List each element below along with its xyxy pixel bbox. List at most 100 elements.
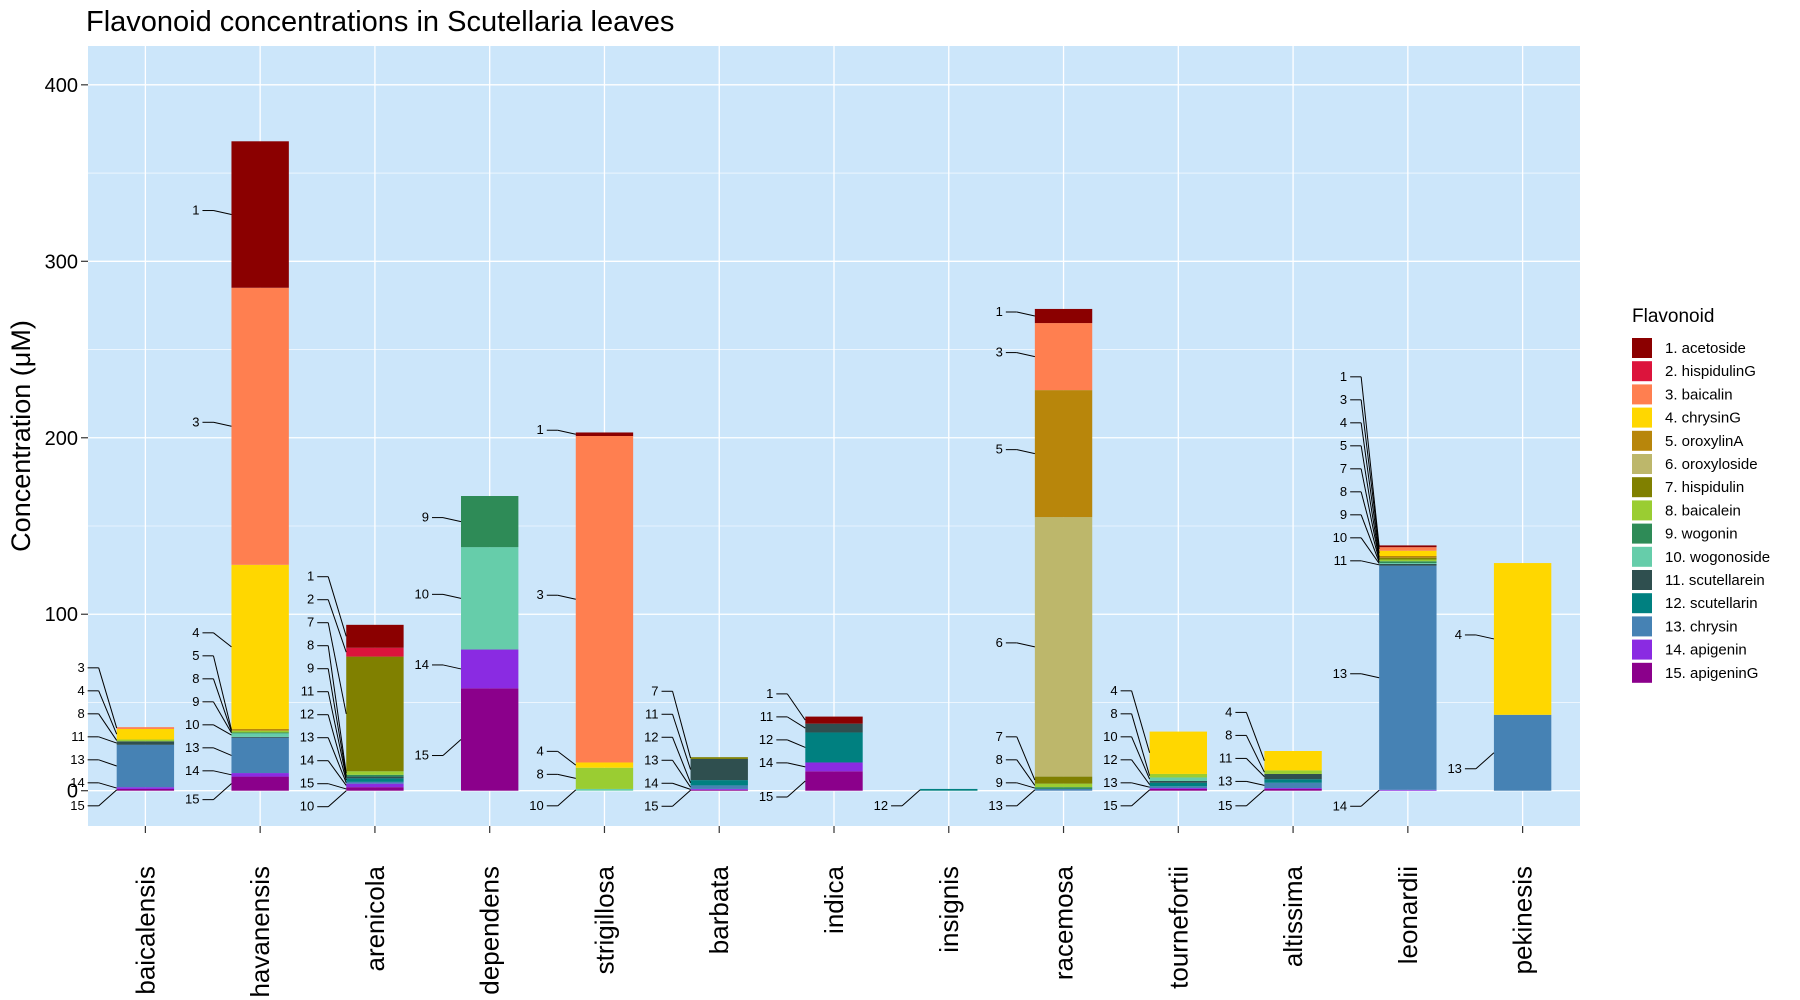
label-leader (98, 667, 118, 729)
x-tick-label: arenicola (360, 865, 390, 971)
bar-segment (346, 787, 404, 791)
bar-segment (1379, 550, 1437, 556)
bar-segment (575, 432, 634, 436)
bar-segment (1264, 751, 1322, 771)
bar-segment (690, 780, 748, 786)
segment-label: 13 (1218, 773, 1232, 788)
bar-segment (346, 783, 404, 788)
legend-swatch (1632, 430, 1652, 451)
bar-segment (231, 776, 289, 791)
label-leader (327, 714, 347, 781)
segment-label: 14 (1333, 798, 1347, 813)
bar-segment (1034, 787, 1093, 789)
label-leader (557, 750, 577, 766)
segment-label: 13 (185, 740, 199, 755)
segment-label: 4 (77, 683, 84, 698)
legend-entry: 5. oroxylinA (1665, 433, 1743, 450)
label-leader (1360, 491, 1380, 561)
segment-label: 12 (644, 729, 658, 744)
bar-segment (231, 730, 289, 733)
bar-segment (231, 773, 289, 777)
legend-swatch (1632, 523, 1652, 544)
bar-segment (920, 788, 978, 791)
segment-label: 14 (759, 755, 773, 770)
x-tick-label: indica (819, 865, 849, 933)
legend-entry: 1. acetoside (1665, 340, 1746, 357)
bar-segment (231, 737, 289, 774)
legend-swatch (1632, 384, 1652, 405)
segment-label: 7 (996, 729, 1003, 744)
bar-segment (231, 141, 289, 288)
bar-segment (1493, 563, 1552, 715)
bar-segment (116, 727, 175, 729)
bar-segment (1379, 547, 1437, 551)
segment-label: 12 (1103, 752, 1117, 767)
segment-label: 8 (996, 752, 1003, 767)
label-leader (98, 736, 117, 744)
bar-segment (1379, 556, 1437, 558)
bar-segment (461, 649, 519, 689)
segment-label: 3 (537, 587, 544, 602)
segment-label: 11 (1334, 553, 1348, 568)
legend-entry: 7. hispidulin (1665, 479, 1744, 496)
bar-segment (346, 624, 404, 648)
bar-segment (231, 287, 289, 565)
segment-label: 1 (307, 569, 314, 584)
segment-label: 9 (1340, 507, 1347, 522)
bar-segment (116, 728, 175, 740)
segment-label: 4 (537, 743, 544, 758)
label-leader (327, 599, 347, 653)
label-leader (328, 783, 347, 790)
bar-segment (1149, 731, 1207, 774)
bar-segment (461, 547, 519, 650)
segment-label: 2 (307, 592, 314, 607)
bar-segment (1034, 308, 1093, 324)
segment-label: 14 (300, 753, 314, 768)
bar-segment (346, 771, 404, 775)
bar-segment (1264, 770, 1322, 774)
bar-segment (1264, 779, 1322, 783)
segment-label: 8 (537, 766, 544, 781)
segment-label: 6 (996, 635, 1003, 650)
legend-entry: 4. chrysinG (1665, 410, 1741, 427)
label-leader (1131, 736, 1151, 780)
segment-label: 4 (1340, 415, 1347, 430)
segment-label: 13 (1103, 775, 1117, 790)
x-tick-label: altissima (1278, 865, 1308, 967)
bar-segment (805, 716, 863, 724)
segment-label: 3 (77, 660, 84, 675)
segment-labels: 1514131184315141310985431101514131211987… (70, 203, 1495, 814)
label-leader (672, 691, 692, 759)
label-leader (1361, 560, 1380, 566)
label-leader (557, 789, 577, 807)
label-leader (787, 716, 806, 729)
bar-segment (231, 733, 289, 737)
bar-segment (1034, 390, 1093, 518)
x-tick-label: pekinesis (1508, 866, 1538, 974)
legend-entry: 14. apigenin (1665, 642, 1747, 659)
bar-segment (690, 785, 748, 789)
bar-segment (346, 656, 404, 772)
label-leader (672, 759, 691, 788)
bar-segment (1379, 565, 1437, 790)
bar-segment (575, 788, 634, 791)
label-leader (557, 773, 576, 779)
label-leader (1016, 789, 1036, 807)
bar-segment (1493, 714, 1552, 791)
label-leader (1246, 780, 1265, 786)
segment-label: 10 (1333, 530, 1347, 545)
label-leader (1360, 514, 1380, 563)
segment-label: 13 (988, 798, 1002, 813)
x-tick-label: baicalensis (130, 866, 160, 995)
bar-segment (116, 787, 175, 789)
label-leader (213, 724, 232, 736)
legend-swatch (1632, 338, 1652, 358)
label-leader (212, 678, 232, 732)
bar-segment (1149, 788, 1207, 791)
legend-entry: 2. hispidulinG (1665, 363, 1756, 380)
legend-swatch (1632, 570, 1652, 590)
label-leader (1360, 537, 1380, 564)
legend-swatch (1632, 500, 1652, 521)
bar-segment (1264, 788, 1322, 789)
